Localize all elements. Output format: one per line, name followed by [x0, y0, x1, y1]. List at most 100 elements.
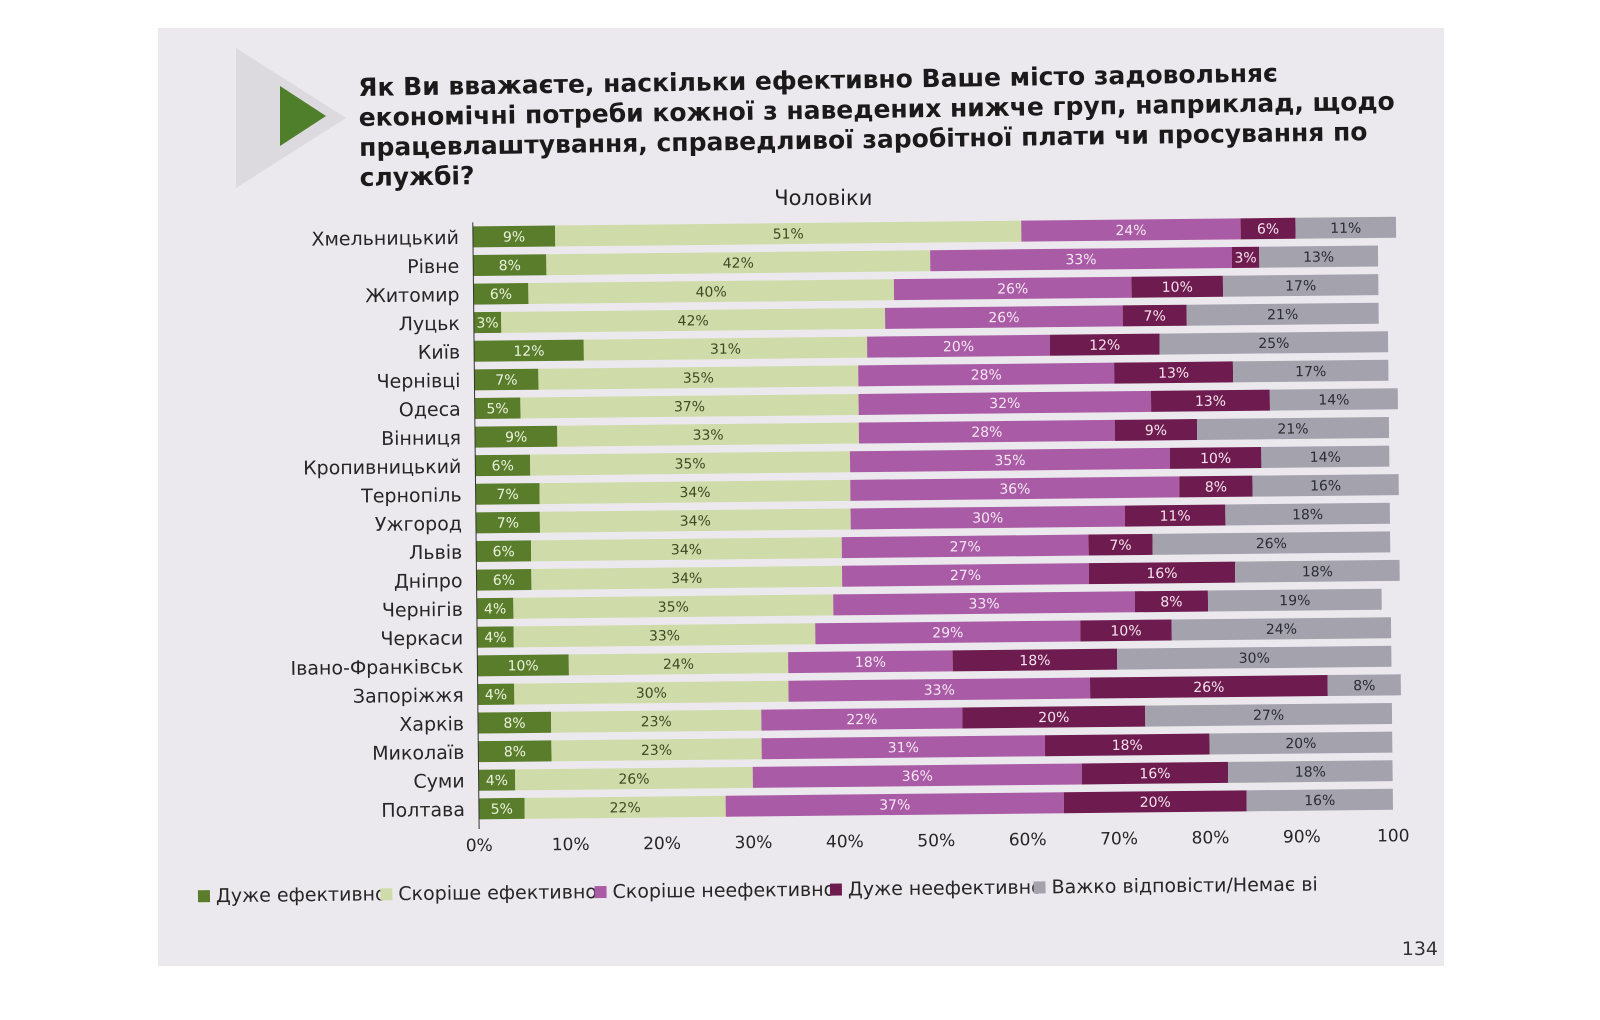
bar-segment: [473, 311, 502, 334]
bar-segment: [1044, 733, 1210, 757]
bar-segment: [528, 279, 895, 305]
bar-segment: [725, 792, 1064, 817]
data-label: 14%: [1310, 450, 1341, 466]
data-label: 34%: [679, 485, 710, 501]
bar-segment: [841, 563, 1089, 587]
x-tick-label: 50%: [917, 831, 955, 851]
data-label: 26%: [1193, 680, 1224, 696]
data-label: 30%: [1239, 651, 1270, 667]
bar-segment: [858, 419, 1115, 444]
bar-segment: [1124, 504, 1226, 527]
bar-segment: [557, 422, 859, 447]
category-label: Рівне: [407, 256, 459, 279]
data-label: 7%: [495, 372, 517, 388]
bar-segment: [520, 393, 859, 419]
data-label: 27%: [950, 568, 981, 584]
data-label: 28%: [971, 425, 1002, 441]
data-label: 4%: [485, 687, 507, 703]
data-label: 33%: [649, 628, 680, 644]
x-tick-label: 20%: [643, 834, 681, 854]
page-number: 134: [1401, 938, 1438, 960]
legend-label: Важко відповісти/Немає ві: [1051, 874, 1317, 899]
data-label: 42%: [723, 256, 754, 272]
bar-segment: [514, 680, 789, 705]
data-label: 4%: [484, 601, 506, 617]
legend-label: Дуже ефективно: [216, 883, 387, 907]
category-label: Полтава: [381, 799, 465, 822]
bar-segment: [546, 250, 931, 276]
data-label: 40%: [696, 284, 727, 300]
bar-segment: [1196, 417, 1390, 441]
bar-segment: [1186, 302, 1379, 326]
data-label: 36%: [902, 769, 933, 785]
data-label: 7%: [497, 515, 519, 531]
data-label: 10%: [1200, 451, 1231, 467]
bar-segment: [474, 397, 521, 419]
bar-segment: [833, 591, 1135, 616]
legend-label: Дуже неефективно: [848, 876, 1043, 900]
data-label: 18%: [1019, 653, 1050, 669]
category-label: Одеса: [399, 399, 461, 422]
bar-segment: [476, 597, 514, 620]
data-label: 37%: [674, 399, 705, 415]
data-label: 16%: [1304, 793, 1335, 809]
data-label: 7%: [1144, 308, 1166, 324]
data-label: 36%: [999, 481, 1030, 497]
data-label: 22%: [846, 712, 877, 728]
data-label: 28%: [971, 367, 1002, 383]
bar-segment: [1252, 474, 1399, 497]
data-label: 8%: [499, 258, 521, 274]
bar-segment: [1234, 559, 1400, 583]
bar-segment: [477, 683, 515, 705]
bar-segment: [568, 652, 789, 676]
bar-segment: [1222, 274, 1379, 297]
data-label: 17%: [1285, 278, 1316, 294]
data-label: 32%: [989, 396, 1020, 412]
bar-segment: [551, 738, 762, 762]
bar-segment: [1080, 619, 1172, 642]
bar-segment: [1122, 304, 1187, 327]
data-label: 6%: [492, 544, 514, 560]
data-label: 19%: [1279, 593, 1310, 609]
data-label: 12%: [513, 344, 544, 360]
category-label: Хмельницький: [311, 227, 459, 251]
bar-segment: [788, 677, 1091, 702]
document-page: Як Ви вважаєте, наскільки ефективно Ваше…: [158, 28, 1444, 966]
data-label: 26%: [988, 310, 1019, 326]
bar-segment: [475, 454, 531, 477]
x-tick-label: 0%: [466, 836, 493, 856]
bar-segment: [930, 247, 1232, 272]
data-label: 20%: [1140, 795, 1171, 811]
data-label: 20%: [1285, 736, 1316, 752]
bar-segment: [1259, 245, 1379, 268]
bar-segment: [477, 654, 569, 677]
category-label: Тернопіль: [360, 484, 462, 507]
bar-segment: [539, 479, 851, 505]
data-label: 33%: [924, 682, 955, 698]
data-label: 6%: [492, 458, 514, 474]
data-label: 26%: [1256, 536, 1287, 552]
legend-swatch: [380, 888, 393, 901]
data-label: 18%: [1302, 564, 1333, 580]
category-label: Миколаїв: [372, 742, 464, 765]
data-label: 31%: [710, 341, 741, 357]
x-tick-label: 10%: [552, 835, 590, 855]
data-label: 35%: [674, 456, 705, 472]
data-label: 26%: [618, 771, 649, 787]
bar-segment: [551, 709, 762, 733]
bar-segment: [1134, 590, 1209, 613]
data-label: 6%: [1257, 221, 1279, 237]
data-label: 9%: [505, 430, 527, 446]
bar-segment: [539, 508, 851, 533]
bar-segment: [858, 362, 1115, 387]
data-label: 12%: [1089, 338, 1120, 354]
data-label: 18%: [1295, 764, 1326, 780]
data-label: 33%: [968, 596, 999, 612]
data-label: 5%: [491, 802, 513, 818]
data-label: 16%: [1310, 478, 1341, 494]
bar-segment: [1179, 475, 1253, 498]
bar-segment: [515, 766, 753, 791]
bar-segment: [476, 540, 532, 562]
category-label: Харків: [399, 713, 464, 736]
data-label: 23%: [641, 743, 672, 759]
